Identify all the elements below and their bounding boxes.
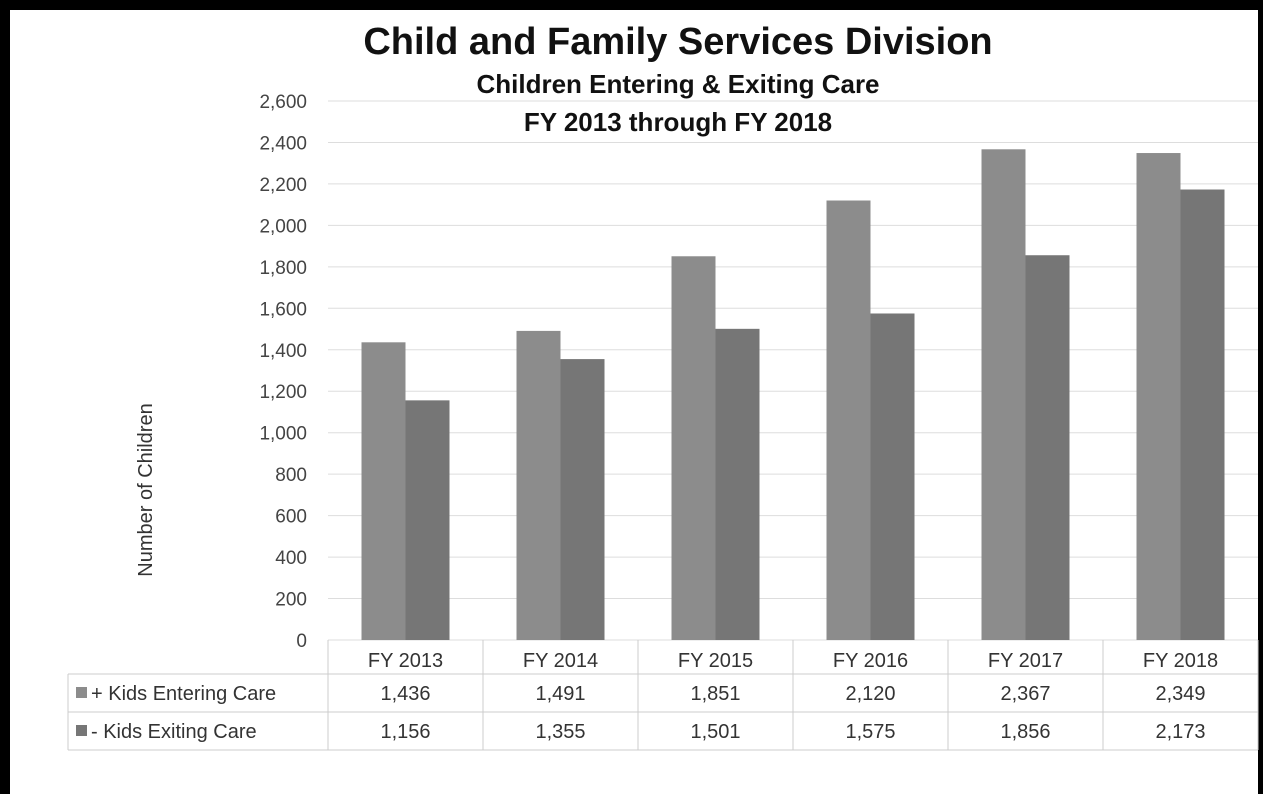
x-tick-label: FY 2016 [833, 650, 908, 672]
bar [361, 342, 406, 640]
y-tick-label: 1,600 [259, 299, 307, 320]
legend-label: + Kids Entering Care [91, 683, 276, 705]
bar [516, 330, 561, 640]
x-tick-label: FY 2013 [368, 650, 443, 672]
bar [870, 313, 915, 640]
data-label: 1,856 [1000, 721, 1050, 743]
x-tick-label: FY 2018 [1143, 650, 1218, 672]
bar [1025, 255, 1070, 640]
bar [826, 200, 871, 640]
y-tick-label: 1,200 [259, 382, 307, 403]
bar [560, 359, 605, 640]
data-label: 2,367 [1000, 683, 1050, 705]
y-tick-label: 1,000 [259, 424, 307, 445]
data-label: 1,851 [690, 683, 740, 705]
data-label: 1,575 [845, 721, 895, 743]
x-tick-label: FY 2017 [988, 650, 1063, 672]
bar [405, 400, 450, 640]
y-tick-label: 0 [296, 631, 307, 652]
y-tick-label: 1,800 [259, 258, 307, 279]
y-axis-label: Number of Children [135, 403, 157, 576]
x-tick-label: FY 2014 [523, 650, 598, 672]
y-tick-label: 200 [275, 590, 307, 611]
data-label: 1,491 [535, 683, 585, 705]
chart-subtitle-1: Children Entering & Exiting Care [476, 69, 879, 99]
data-label: 2,349 [1155, 683, 1205, 705]
data-label: 1,355 [535, 721, 585, 743]
y-tick-label: 2,200 [259, 175, 307, 196]
y-tick-label: 600 [275, 507, 307, 528]
bar [1180, 189, 1225, 640]
data-label: 2,120 [845, 683, 895, 705]
chart-title: Child and Family Services Division [363, 21, 992, 63]
bar [671, 256, 716, 640]
x-tick-label: FY 2015 [678, 650, 753, 672]
legend-label: - Kids Exiting Care [91, 721, 257, 743]
chart-subtitle-2: FY 2013 through FY 2018 [524, 107, 832, 137]
y-tick-label: 400 [275, 548, 307, 569]
y-tick-label: 800 [275, 465, 307, 486]
y-tick-label: 2,400 [259, 133, 307, 154]
bar [981, 149, 1026, 641]
legend-swatch [76, 687, 87, 698]
y-tick-label: 2,000 [259, 216, 307, 237]
legend-swatch [76, 725, 87, 736]
data-label: 1,156 [380, 721, 430, 743]
data-label: 1,436 [380, 683, 430, 705]
bar [715, 328, 760, 640]
data-label: 1,501 [690, 721, 740, 743]
bar [1136, 153, 1181, 640]
data-label: 2,173 [1155, 721, 1205, 743]
y-tick-label: 2,600 [259, 92, 307, 113]
y-tick-label: 1,400 [259, 341, 307, 362]
